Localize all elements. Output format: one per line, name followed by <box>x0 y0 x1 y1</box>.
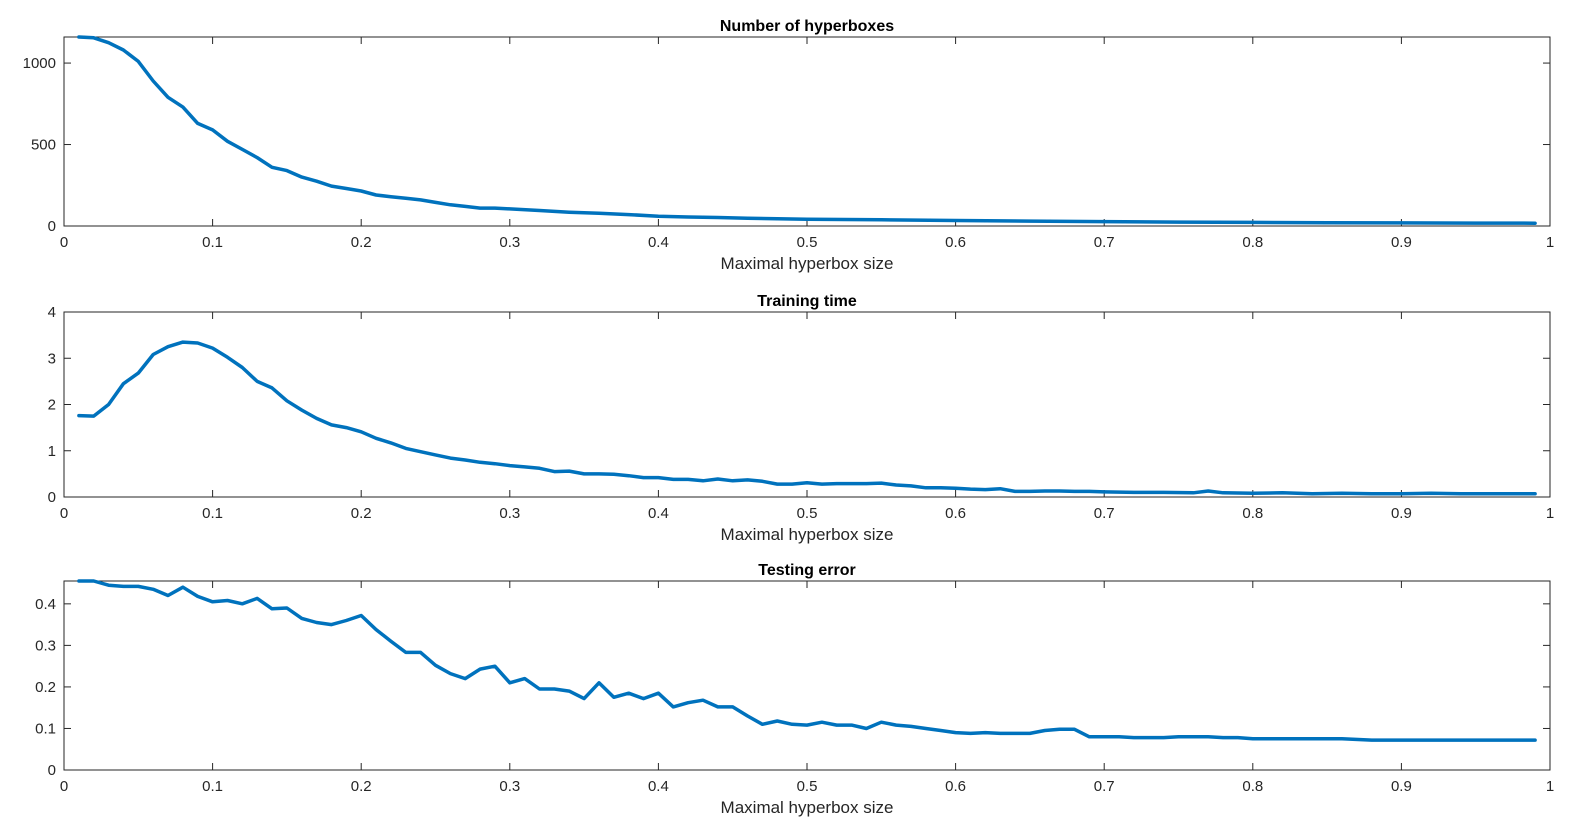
x-tick-label: 0.8 <box>1242 234 1263 251</box>
x-tick-label: 0.4 <box>648 505 669 522</box>
x-tick-label: 0.3 <box>499 234 520 251</box>
y-tick-label: 0 <box>48 218 56 235</box>
x-tick-label: 0.2 <box>351 505 372 522</box>
y-tick-label: 0.2 <box>35 679 56 696</box>
plot-area <box>63 311 1551 498</box>
chart-panel-3: Testing error 0 0.1 0.2 0.3 0.4 0.5 0.6 0.7 0.8 0.… <box>35 562 1554 817</box>
y-tick-label: 1000 <box>23 55 56 72</box>
x-tick-label: 0.8 <box>1242 778 1263 795</box>
x-tick-label: 0.5 <box>797 505 818 522</box>
x-tick-label: 0.9 <box>1391 234 1412 251</box>
x-tick-label: 1 <box>1546 778 1554 795</box>
y-tick-label: 0 <box>48 762 56 779</box>
x-tick-label: 0.2 <box>351 234 372 251</box>
y-tick-label: 1 <box>48 443 56 460</box>
plot-area <box>63 36 1551 227</box>
x-tick-label: 0.6 <box>945 234 966 251</box>
x-tick-label: 0.1 <box>202 505 223 522</box>
y-tick-label: 3 <box>48 350 56 367</box>
x-tick-label: 0.1 <box>202 234 223 251</box>
x-tick-label: 0.5 <box>797 778 818 795</box>
chart-panel-1: Number of hyperboxes 0 0.1 0.2 0.3 0.4 0.5 0.6 0… <box>23 18 1555 273</box>
series-line <box>77 35 1537 225</box>
chart-panel-2: Training time 0 0.1 0.2 0.3 0.4 0.5 0.6 0.7 0.8 0.… <box>48 293 1555 544</box>
x-tick-label: 0.6 <box>945 778 966 795</box>
y-tick-label: 0.3 <box>35 637 56 654</box>
x-tick-label: 0.4 <box>648 778 669 795</box>
y-tick-label: 2 <box>48 397 56 414</box>
x-tick-label: 0.8 <box>1242 505 1263 522</box>
x-tick-label: 0 <box>60 505 68 522</box>
x-tick-label: 0.7 <box>1094 234 1115 251</box>
x-tick-label: 0.5 <box>797 234 818 251</box>
x-tick-label: 0.6 <box>945 505 966 522</box>
x-tick-label: 1 <box>1546 234 1554 251</box>
x-tick-label: 0.4 <box>648 234 669 251</box>
x-tick-label: 0.7 <box>1094 778 1115 795</box>
y-tick-label: 0.4 <box>35 596 56 613</box>
x-axis-label: Maximal hyperbox size <box>721 525 894 544</box>
y-tick-label: 500 <box>31 137 56 154</box>
chart-title: Training time <box>757 293 857 310</box>
x-tick-label: 0.3 <box>499 778 520 795</box>
x-tick-label: 0.3 <box>499 505 520 522</box>
x-tick-label: 0.7 <box>1094 505 1115 522</box>
chart-title: Testing error <box>758 562 856 579</box>
x-tick-label: 0.1 <box>202 778 223 795</box>
x-tick-label: 0 <box>60 234 68 251</box>
series-line <box>77 340 1537 496</box>
x-tick-label: 1 <box>1546 505 1554 522</box>
y-tick-label: 0.1 <box>35 720 56 737</box>
y-tick-label: 4 <box>48 304 56 321</box>
x-tick-label: 0.9 <box>1391 505 1412 522</box>
chart-title: Number of hyperboxes <box>720 18 894 35</box>
y-tick-label: 0 <box>48 489 56 506</box>
x-tick-label: 0 <box>60 778 68 795</box>
x-axis-label: Maximal hyperbox size <box>721 798 894 817</box>
x-tick-label: 0.9 <box>1391 778 1412 795</box>
series-line <box>77 579 1537 742</box>
x-tick-label: 0.2 <box>351 778 372 795</box>
x-axis-label: Maximal hyperbox size <box>721 254 894 273</box>
